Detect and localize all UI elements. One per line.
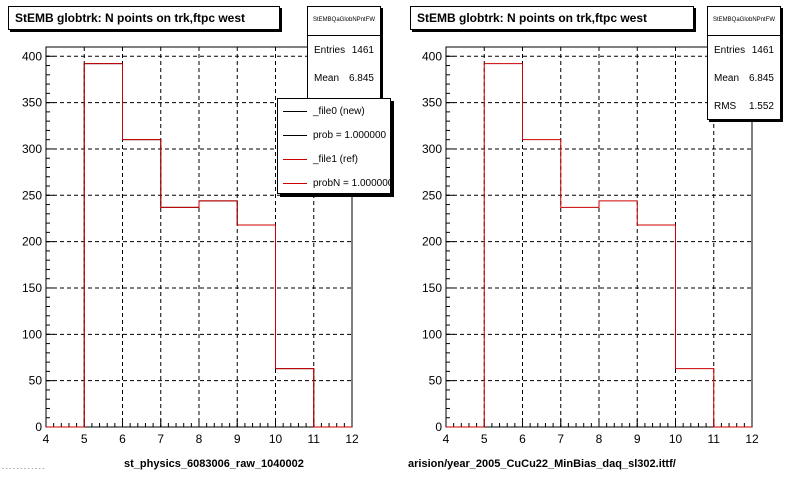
left-title: StEMB globtrk: N points on trk,ftpc west — [15, 11, 245, 25]
x-tick-label: 7 — [557, 432, 564, 446]
x-tick-label: 10 — [269, 432, 283, 446]
x-tick-label: 12 — [745, 432, 759, 446]
left-xlabel: st_physics_6083006_raw_1040002 — [124, 458, 304, 470]
x-tick-label: 10 — [669, 432, 683, 446]
legend-entry: _file1 (ref) — [278, 147, 390, 171]
legend-label: _file0 (new) — [313, 105, 365, 117]
legend-line-black — [283, 110, 307, 112]
right-stats-box: StEMBQaGlobNPntFW Entries 1461 Mean 6.84… — [707, 6, 781, 120]
x-tick-label: 7 — [157, 432, 164, 446]
right-stats-row-entries: Entries 1461 — [708, 36, 780, 64]
x-tick-label: 9 — [634, 432, 641, 446]
legend-line-red — [283, 158, 307, 160]
y-tick-label: 400 — [22, 49, 42, 63]
y-tick-label: 150 — [22, 281, 42, 295]
y-tick-label: 50 — [429, 374, 443, 388]
x-tick-label: 12 — [345, 432, 359, 446]
legend-entry: _file0 (new) — [278, 99, 390, 123]
y-tick-label: 0 — [435, 420, 442, 434]
left-stats-value: 6.845 — [348, 72, 374, 84]
right-stats-label: RMS — [714, 100, 737, 112]
left-legend: _file0 (new) prob = 1.000000 _file1 (ref… — [277, 98, 391, 194]
y-tick-label: 200 — [22, 235, 42, 249]
x-tick-label: 6 — [519, 432, 526, 446]
left-title-box: StEMB globtrk: N points on trk,ftpc west — [8, 6, 280, 30]
y-tick-label: 50 — [29, 374, 43, 388]
right-stats-label: Entries — [714, 44, 746, 56]
legend-entry: probN = 1.000000 — [278, 171, 391, 193]
x-tick-label: 11 — [308, 432, 321, 446]
right-stats-row-rms: RMS 1.552 — [708, 92, 780, 120]
right-xlabel: arision/year_2005_CuCu22_MinBias_daq_sl3… — [408, 458, 676, 470]
left-stats-row-mean: Mean 6.845 — [308, 64, 380, 92]
left-stats-name: StEMBQaGlobNPntFW — [308, 7, 380, 36]
y-tick-label: 100 — [22, 327, 42, 341]
x-tick-label: 4 — [43, 432, 50, 446]
right-stats-value: 6.845 — [748, 72, 774, 84]
left-plot: 4 5 6 7 8 9 10 11 12 0 50 100 150 200 250 300 350 400 — [22, 46, 359, 446]
legend-label: probN = 1.000000 — [313, 177, 391, 189]
x-tick-label: 5 — [481, 432, 488, 446]
y-tick-label: 300 — [22, 142, 42, 156]
y-tick-label: 250 — [22, 188, 42, 202]
x-tick-label: 4 — [443, 432, 450, 446]
right-title: StEMB globtrk: N points on trk,ftpc west — [417, 11, 647, 25]
right-stats-value: 1461 — [751, 44, 774, 56]
y-tick-label: 350 — [22, 96, 42, 110]
legend-label: prob = 1.000000 — [313, 129, 387, 141]
x-tick-label: 8 — [596, 432, 603, 446]
y-tick-label: 200 — [422, 235, 442, 249]
footnote: - - - - - - - - - - - - — [2, 466, 45, 472]
y-tick-label: 150 — [422, 281, 442, 295]
y-tick-label: 250 — [422, 188, 442, 202]
y-tick-label: 400 — [422, 49, 442, 63]
x-tick-label: 9 — [234, 432, 241, 446]
right-stats-name: StEMBQaGlobNPntFW — [708, 7, 780, 36]
legend-line-black — [283, 134, 307, 136]
left-stats-value: 1461 — [351, 44, 374, 56]
left-stats-label: Entries — [314, 44, 346, 56]
x-tick-label: 5 — [81, 432, 88, 446]
right-title-box: StEMB globtrk: N points on trk,ftpc west — [410, 6, 694, 30]
right-stats-row-mean: Mean 6.845 — [708, 64, 780, 92]
histogram-series — [446, 63, 752, 428]
legend-line-red — [283, 182, 307, 184]
x-tick-label: 8 — [196, 432, 203, 446]
legend-entry: prob = 1.000000 — [278, 123, 390, 147]
right-stats-value: 1.552 — [748, 100, 774, 112]
x-tick-label: 6 — [119, 432, 126, 446]
right-stats-label: Mean — [714, 72, 740, 84]
y-tick-label: 350 — [422, 96, 442, 110]
y-tick-label: 0 — [35, 420, 42, 434]
left-stats-row-entries: Entries 1461 — [308, 36, 380, 64]
y-tick-label: 300 — [422, 142, 442, 156]
histogram-series — [46, 63, 352, 428]
y-tick-label: 100 — [422, 327, 442, 341]
x-tick-label: 11 — [708, 432, 721, 446]
legend-label: _file1 (ref) — [313, 153, 359, 165]
left-stats-label: Mean — [314, 72, 340, 84]
